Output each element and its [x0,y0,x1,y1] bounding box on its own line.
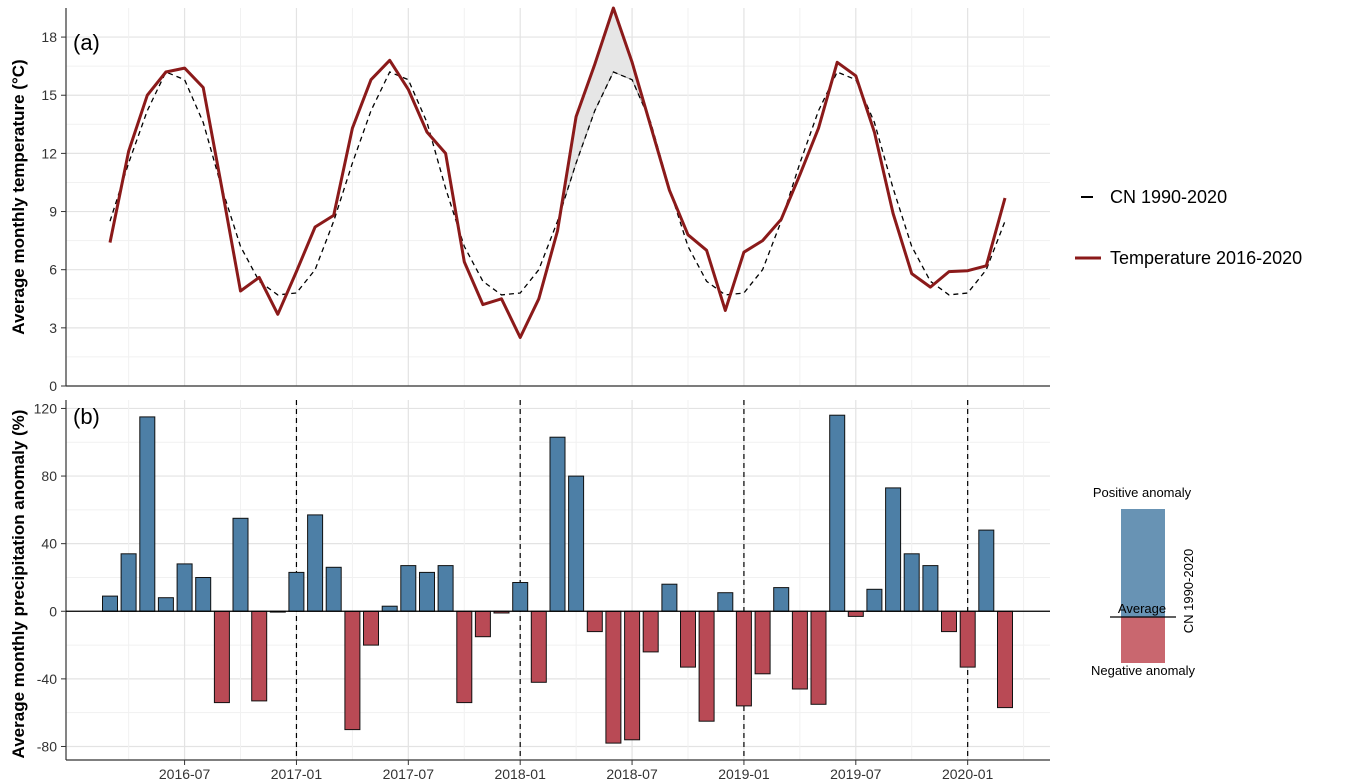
precipitation-bar [512,582,529,612]
legend-negative-swatch [1121,617,1165,663]
precipitation-bar [344,610,361,731]
precipitation-bar [437,565,454,612]
precipitation-bar [120,553,137,612]
precipitation-bar [474,610,491,638]
precipitation-y-ticks: -80 -40 0 40 80 120 [34,400,66,754]
precipitation-bar [717,592,734,612]
precipitation-bar [288,571,305,612]
legend-temperature-label: Temperature 2016-2020 [1110,248,1302,268]
x-axis-tick-label: 2020-01 [942,766,994,781]
legend-positive-label: Positive anomaly [1093,485,1192,500]
precipitation-bar [661,583,678,612]
precipitation-y-tick-label: 120 [34,400,58,416]
warm-excess-shading [557,6,652,231]
x-axis-tick-label: 2018-01 [494,766,546,781]
precipitation-y-axis-label: Average monthly precipitation anomaly (%… [9,410,28,759]
precipitation-y-tick-label: -80 [37,738,57,754]
x-axis-tick-label: 2016-07 [159,766,211,781]
precipitation-axes [65,400,1050,761]
precipitation-bar [941,610,957,633]
panel-b-label: (b) [73,404,100,429]
temperature-y-tick-label: 3 [49,320,57,336]
precipitation-bar [866,588,883,612]
precipitation-bar [307,514,324,612]
temperature-y-tick-label: 9 [49,204,57,220]
x-axis-tick-label: 2019-01 [718,766,770,781]
precipitation-bar [381,605,398,612]
legend-cn-label: CN 1990-2020 [1110,187,1227,207]
temperature-gridlines [66,8,1050,387]
x-axis-tick-label: 2018-07 [606,766,658,781]
precipitation-bar [810,610,827,705]
precipitation-bars [102,414,1013,744]
precipitation-bar [959,610,976,668]
precipitation-bar [568,475,585,612]
legend-positive-swatch [1121,509,1165,617]
precipitation-bar [456,610,473,704]
temperature-y-tick-label: 12 [41,145,57,161]
precipitation-bar [754,610,771,675]
precipitation-bar [232,517,249,612]
panel-a-label: (a) [73,30,100,55]
x-axis-tick-label: 2019-07 [830,766,882,781]
precipitation-bar [549,436,566,612]
precipitation-bar [325,566,342,612]
precipitation-bar [213,610,230,704]
precipitation-bar [419,571,435,612]
precipitation-panel: -80 -40 0 40 80 120 2016-07 2017-01 2017-07 2018… [9,400,1050,781]
precipitation-bar [829,414,846,612]
legend-side-label: CN 1990-2020 [1181,549,1196,634]
precipitation-bar [624,610,641,741]
precipitation-bar [773,587,790,612]
legend-average-label: Average [1118,601,1166,616]
temperature-y-axis-label: Average monthly temperature (°C) [9,59,28,334]
precipitation-bar [176,563,193,612]
precipitation-bar [139,416,156,612]
legend-negative-label: Negative anomaly [1091,663,1196,678]
precipitation-bar [698,610,715,722]
temperature-line [108,6,1007,339]
line-legend: CN 1990-2020 Temperature 2016-2020 [1075,187,1302,268]
precipitation-bar [642,610,659,653]
cn-normal-line [109,71,1006,296]
precipitation-bar [978,529,995,612]
precipitation-bar [363,610,379,646]
precipitation-bar [922,565,939,612]
anomaly-legend: Positive anomaly Average Negative anomal… [1091,485,1196,678]
precipitation-bar [735,610,752,707]
temperature-y-tick-label: 0 [49,378,57,394]
temperature-y-tick-label: 6 [49,262,57,278]
temperature-y-ticks: 0 3 6 9 12 15 18 [41,29,66,394]
precipitation-bar [903,553,920,612]
precipitation-bar [885,487,902,612]
precipitation-bar [997,610,1013,709]
x-axis-tick-label: 2017-01 [271,766,323,781]
precipitation-bar [530,610,547,683]
precipitation-bar [251,610,268,702]
precipitation-bar [102,595,118,612]
precipitation-bar [586,610,603,633]
precipitation-bar [791,610,808,690]
temperature-panel: 0 3 6 9 12 15 18 (a) Average monthly temperatu… [9,6,1050,394]
precipitation-bar [605,610,622,744]
precipitation-bar [195,577,212,612]
precipitation-y-tick-label: 0 [49,603,57,619]
precipitation-y-tick-label: -40 [37,671,57,687]
precipitation-bar [680,610,696,668]
precipitation-bar [400,565,417,612]
precipitation-y-tick-label: 40 [41,536,57,552]
temperature-axes [65,8,1050,387]
precipitation-y-tick-label: 80 [41,468,57,484]
precipitation-bar [157,597,174,612]
temperature-y-tick-label: 15 [41,87,57,103]
temperature-y-tick-label: 18 [41,29,57,45]
x-axis-tick-label: 2017-07 [383,766,435,781]
precipitation-bar [847,610,864,617]
x-axis-ticks: 2016-07 2017-01 2017-07 2018-01 2018-07 2019-… [159,760,994,781]
